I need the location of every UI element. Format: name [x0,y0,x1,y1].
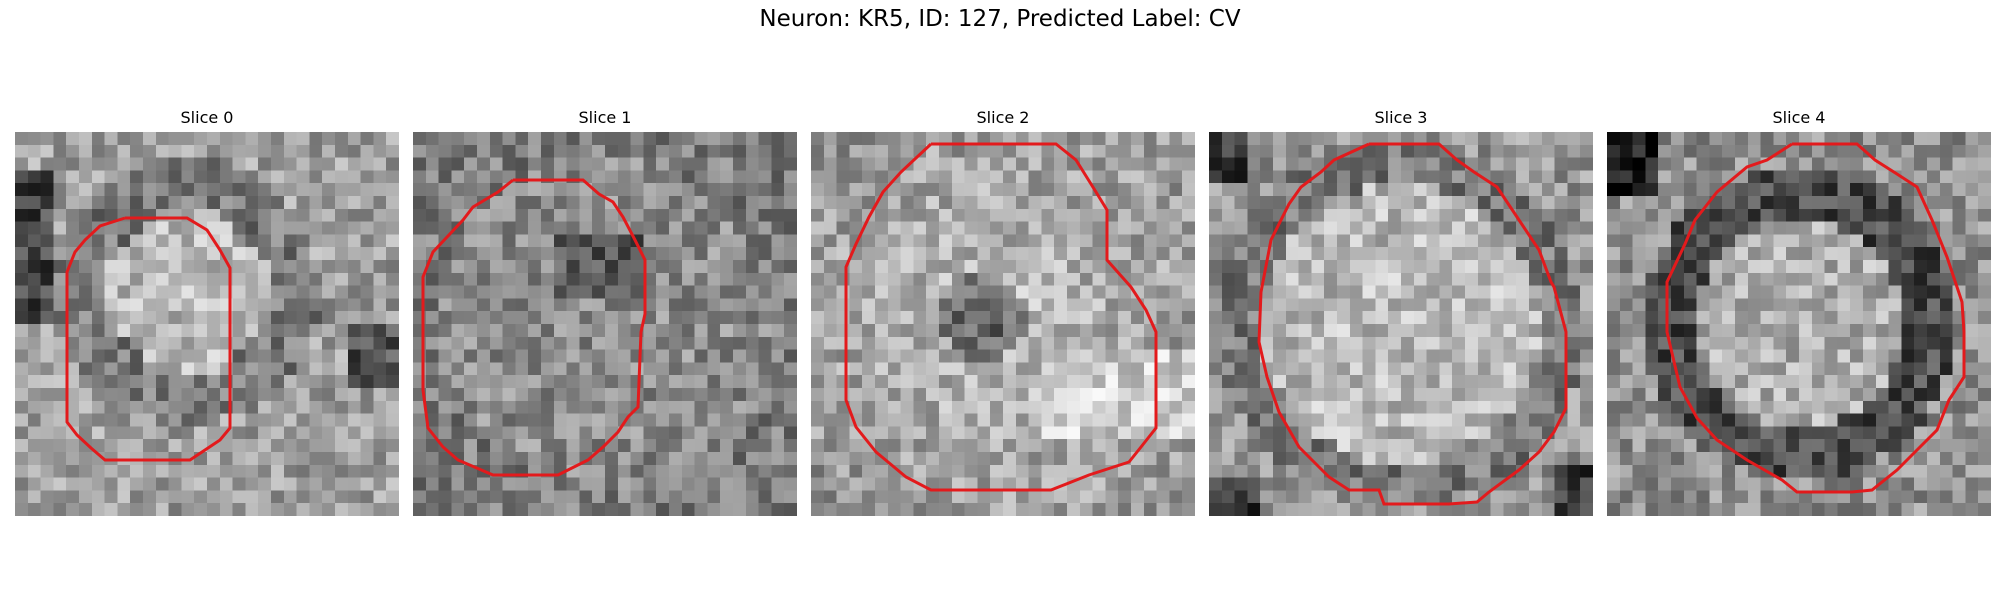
slice-panel-4: Slice 4 [1607,105,1991,516]
slice-title: Slice 1 [578,108,632,127]
microscopy-image [1607,132,1991,516]
slice-title: Slice 2 [976,108,1030,127]
slice-panel-3: Slice 3 [1209,105,1593,516]
slice-panel-0: Slice 0 [15,105,399,516]
microscopy-image [1209,132,1593,516]
microscopy-image [15,132,399,516]
slice-image [1607,132,1991,516]
slice-image [811,132,1195,516]
slice-image [413,132,797,516]
slice-panel-2: Slice 2 [811,105,1195,516]
roi-contour [1257,142,1568,506]
roi-contour [1665,142,1966,494]
roi-contour [421,178,647,477]
slice-panel-1: Slice 1 [413,105,797,516]
slice-title: Slice 0 [180,108,234,127]
figure-title: Neuron: KR5, ID: 127, Predicted Label: C… [759,6,1241,32]
slice-title: Slice 4 [1772,108,1826,127]
roi-contour [844,142,1158,492]
slice-image [1209,132,1593,516]
slice-title: Slice 3 [1374,108,1428,127]
slice-image [15,132,399,516]
roi-contour [65,216,232,462]
